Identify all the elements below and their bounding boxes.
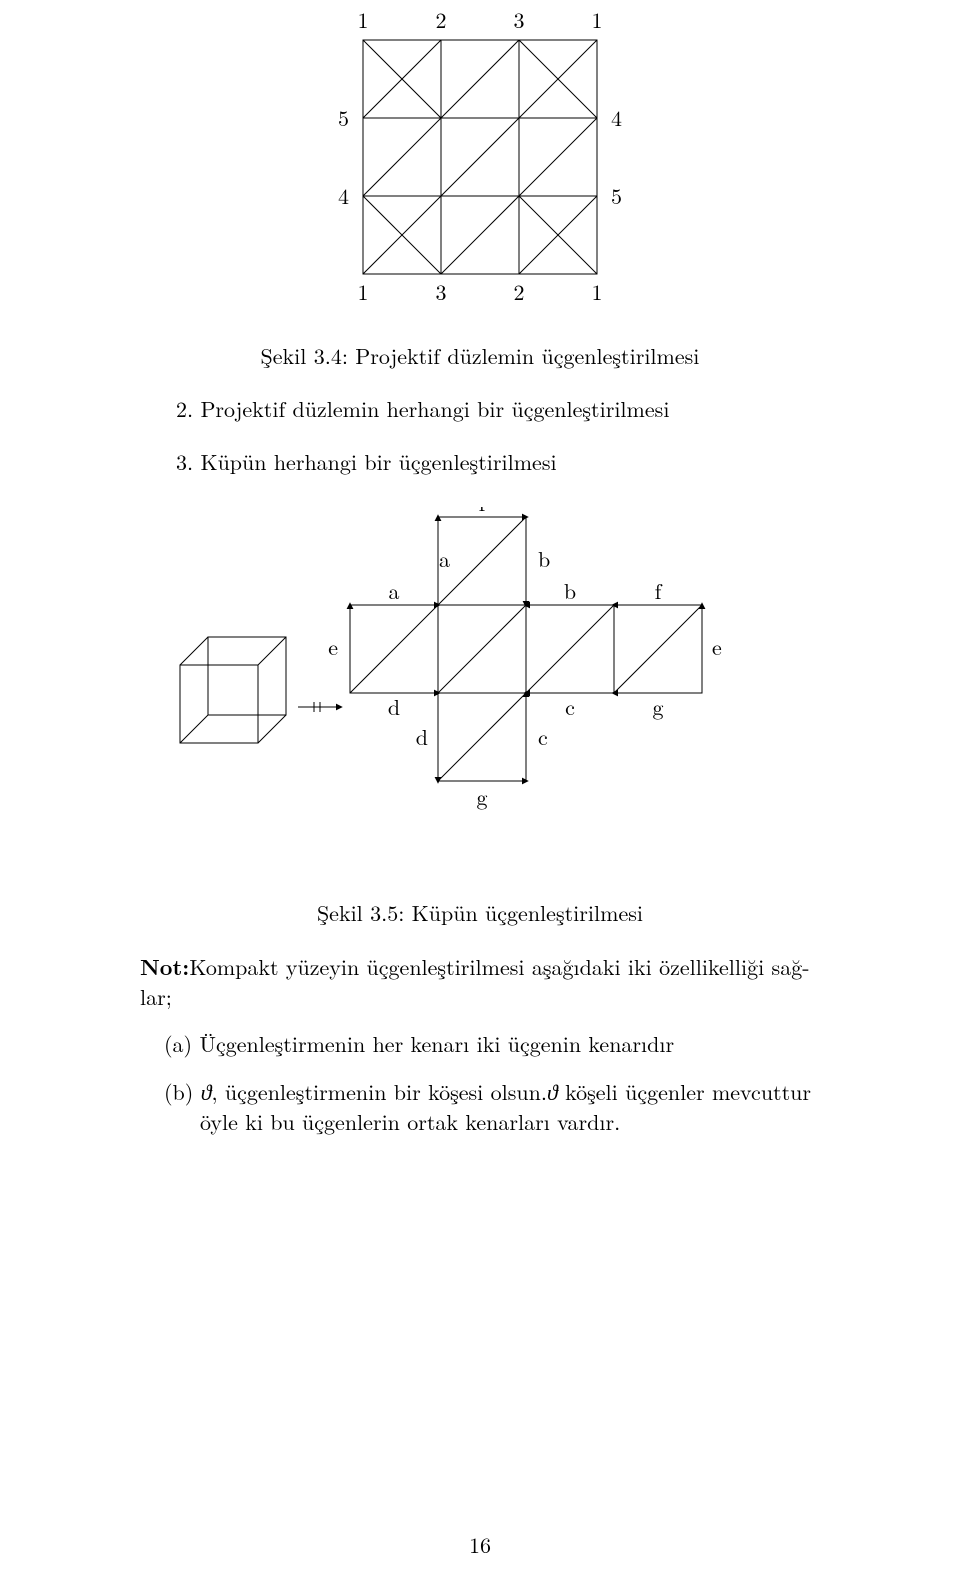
note-block: Not:Kompakt yüzeyin üçgenleştirilmesi aş…: [140, 952, 820, 1011]
fig1-bot-2: 2: [513, 276, 524, 307]
list-item-2-num: 2.: [176, 393, 193, 424]
note-b-text1: , üçgenleştirmenin bir köşesi olsun.: [211, 1076, 547, 1107]
lbl-f-top: f: [479, 507, 487, 518]
note-b-label: (b): [164, 1076, 193, 1107]
figure-3-4: 1 2 3 1 1 3 2 1 5 4 4 5 Şekil 3.4: Proje…: [140, 0, 820, 371]
lbl-f-right: f: [655, 575, 663, 606]
lbl-g-bot: g: [476, 781, 487, 812]
lbl-d-bot: d: [416, 721, 428, 752]
note-a-label: (a): [164, 1028, 192, 1059]
figure-3-4-svg: 1 2 3 1 1 3 2 1 5 4 4 5: [315, 0, 645, 330]
lbl-e-left: e: [328, 631, 338, 662]
figure-3-5-caption: Şekil 3.5: Küpün üçgenleştirilmesi: [317, 897, 643, 928]
fig1-bot-3: 1: [591, 276, 602, 307]
fig1-top-2: 3: [513, 4, 524, 35]
lbl-b-right: b: [564, 575, 576, 606]
fig1-left-1: 4: [338, 180, 349, 211]
page-number: 16: [0, 1529, 960, 1560]
note-item-a: (a) Üçgenleştirmenin her kenarı iki üçge…: [140, 1029, 820, 1059]
fig1-bot-0: 1: [357, 276, 368, 307]
fig1-right-1: 5: [611, 180, 622, 211]
fig1-top-3: 1: [591, 4, 602, 35]
list-item-2: 2. Projektif düzlemin herhangi bir üçgen…: [140, 393, 820, 424]
lbl-e-right: e: [712, 631, 722, 662]
figure-3-4-caption: Şekil 3.4: Projektif düzlemin üçgenleşti…: [261, 340, 700, 371]
note-a-text: Üçgenleştirmenin her kenarı iki üçgenin …: [199, 1028, 674, 1059]
note-b-theta1: ϑ: [201, 1076, 212, 1107]
lbl-c-right: c: [565, 691, 575, 722]
note-text: Kompakt yüzeyin üçgenleştirilmesi aşağıd…: [140, 951, 810, 1012]
fig1-left-0: 5: [338, 102, 349, 133]
note-b-theta2: ϑ: [547, 1076, 558, 1107]
lbl-d-left: d: [388, 691, 400, 722]
lbl-a-top: a: [439, 543, 450, 574]
note-bold: Not:: [140, 951, 189, 982]
lbl-c-bot: c: [538, 721, 548, 752]
list-item-2-text: Projektif düzlemin herhangi bir üçgenleş…: [200, 393, 669, 424]
figure-3-5: f a a b b f e e d d c c g g Şekil 3.5: K…: [140, 507, 820, 928]
lbl-g-right: g: [652, 691, 663, 722]
fig1-bot-1: 3: [435, 276, 446, 307]
list-item-3-num: 3.: [176, 446, 193, 477]
note-item-b: (b) ϑ, üçgenleştirmenin bir köşesi olsun…: [140, 1077, 820, 1136]
list-item-3: 3. Küpün herhangi bir üçgenleştirilmesi: [140, 446, 820, 477]
fig1-right-0: 4: [611, 102, 622, 133]
list-item-3-text: Küpün herhangi bir üçgenleştirilmesi: [200, 446, 556, 477]
fig1-top-0: 1: [357, 4, 368, 35]
fig1-top-1: 2: [435, 4, 446, 35]
page: 1 2 3 1 1 3 2 1 5 4 4 5 Şekil 3.4: Proje…: [0, 0, 960, 1590]
figure-3-5-svg: f a a b b f e e d d c c g g: [160, 507, 800, 887]
lbl-b-top: b: [538, 543, 550, 574]
lbl-a-left: a: [388, 575, 399, 606]
